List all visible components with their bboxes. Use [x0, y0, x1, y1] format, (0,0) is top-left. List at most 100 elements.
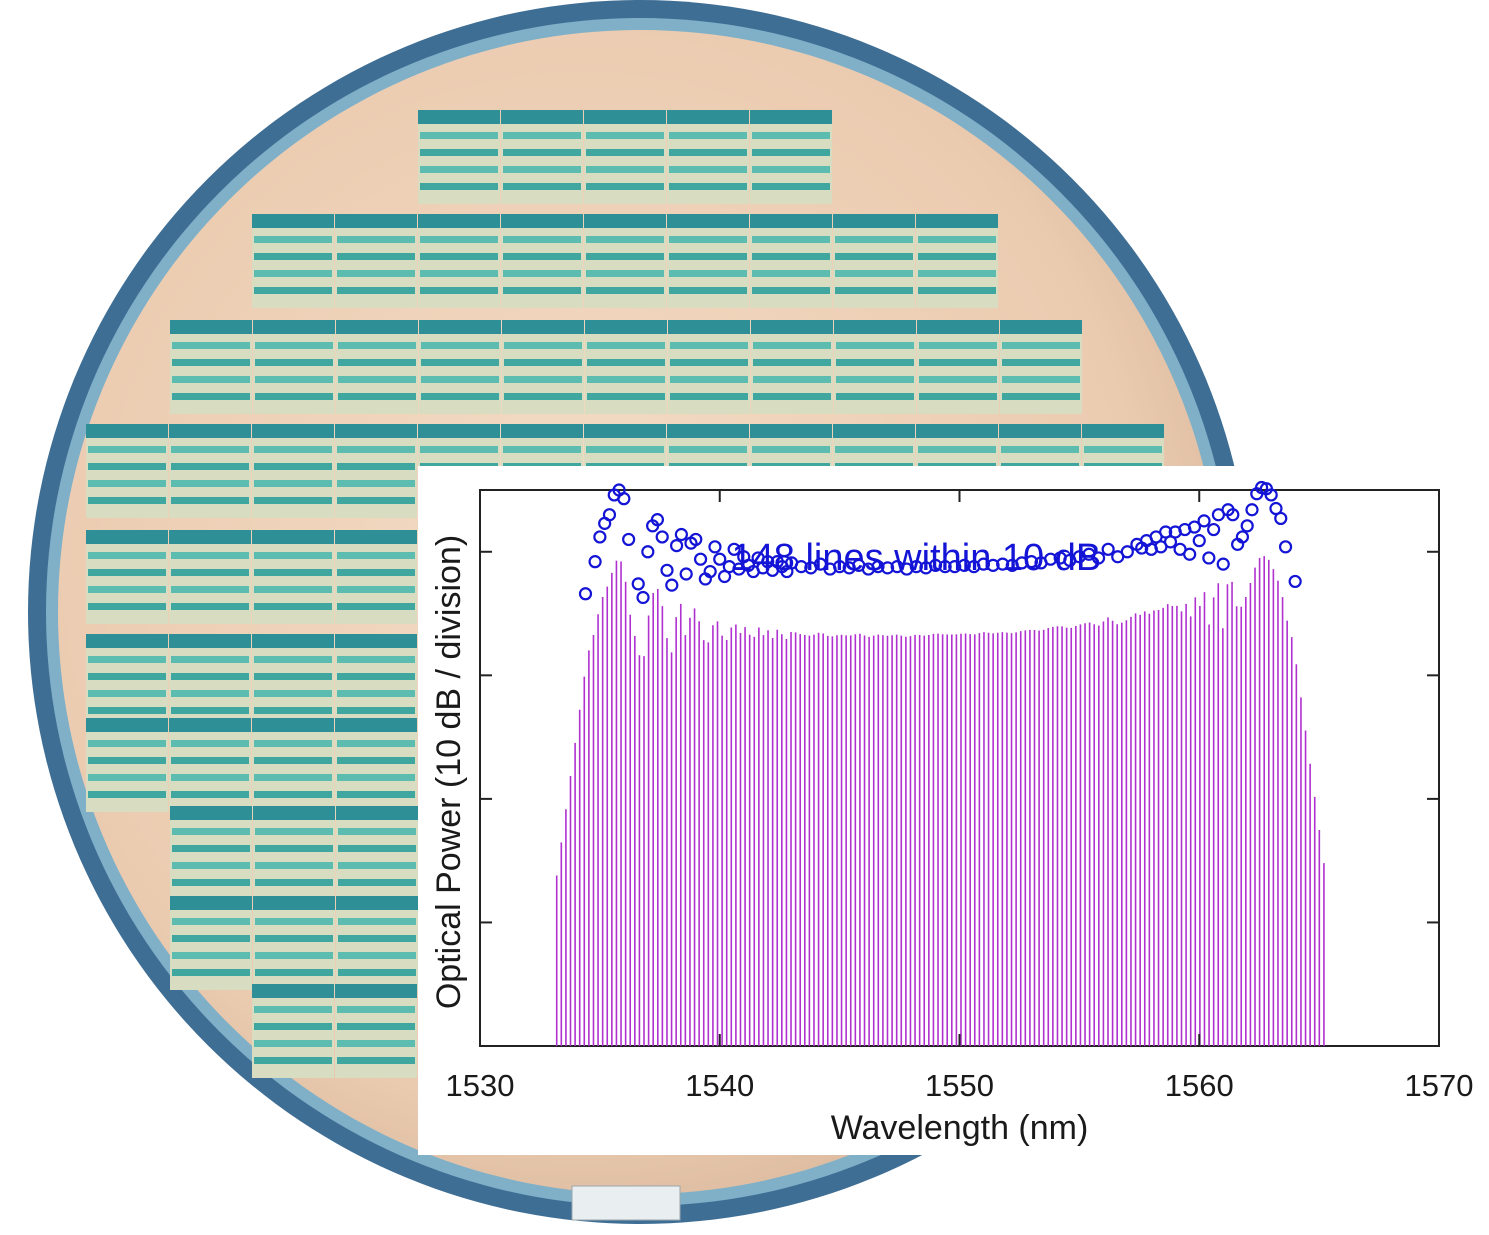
wafer-die: [751, 320, 833, 414]
peak-marker: [1015, 556, 1029, 570]
wafer-die: [252, 424, 334, 518]
peak-marker: [880, 561, 895, 575]
peak-marker: [1197, 514, 1211, 528]
peak-marker: [1183, 547, 1197, 561]
wafer-die: [585, 320, 667, 414]
peak-marker: [976, 557, 991, 571]
wafer-die: [170, 806, 252, 900]
wafer-die: [335, 214, 417, 308]
peak-marker: [1245, 503, 1259, 517]
peak-marker: [928, 558, 943, 572]
peak-marker: [622, 532, 636, 547]
peak-marker: [1235, 530, 1250, 544]
wafer-die: [917, 320, 999, 414]
x-tick-label: 1530: [446, 1068, 515, 1103]
wafer-die: [169, 530, 251, 624]
peak-marker: [957, 558, 971, 572]
peak-marker: [713, 552, 727, 566]
wafer-die: [916, 214, 998, 308]
wafer-die: [833, 214, 915, 308]
peak-marker: [1278, 540, 1293, 554]
peak-marker: [641, 545, 655, 559]
peak-marker: [1288, 574, 1302, 589]
peak-marker: [660, 563, 674, 577]
peak-marker: [833, 560, 847, 574]
wafer-die: [335, 634, 417, 728]
wafer-die: [418, 214, 500, 308]
wafer-die: [170, 896, 252, 990]
wafer-die: [335, 424, 417, 518]
peak-marker: [602, 508, 617, 522]
wafer-die: [834, 320, 916, 414]
chart-annotation: 148 lines within 10 dB: [732, 537, 1102, 579]
wafer-die: [253, 896, 335, 990]
chart-panel: 1530 1540 1550 1560 1570 148 lines within 10…: [418, 466, 1489, 1155]
peak-marker: [727, 542, 741, 556]
peak-marker: [1240, 519, 1254, 533]
x-tick-label: 1550: [925, 1068, 994, 1103]
peak-marker: [794, 560, 808, 574]
peak-marker: [708, 540, 722, 554]
peak-marker: [986, 558, 1000, 572]
wafer-die: [253, 806, 335, 900]
peak-marker: [909, 560, 923, 574]
comb-lines-series: [555, 556, 1325, 1046]
peak-marker: [1226, 508, 1240, 522]
peak-marker: [1264, 488, 1278, 502]
peak-marker: [617, 492, 631, 506]
wafer-die: [584, 214, 666, 308]
peak-marker: [650, 513, 665, 527]
peak-marker: [636, 590, 650, 605]
y-axis-title: Optical Power (10 dB / division): [430, 535, 468, 1009]
peak-marker: [1187, 520, 1202, 534]
peak-marker: [1044, 552, 1058, 566]
x-tick-label: 1560: [1165, 1068, 1234, 1103]
peak-marker: [689, 532, 703, 547]
wafer-die: [169, 634, 251, 728]
peak-marker: [578, 587, 593, 601]
wafer-die: [419, 320, 501, 414]
wafer-die: [252, 718, 334, 812]
wafer-die: [418, 110, 500, 204]
wafer-die: [750, 214, 832, 308]
peak-marker: [631, 577, 645, 591]
wafer-die: [252, 530, 334, 624]
wafer-die: [501, 214, 583, 308]
wafer-die: [336, 806, 418, 900]
spectrum-chart: 1530 1540 1550 1560 1570 148 lines within 10…: [430, 480, 1474, 1147]
wafer-notch: [571, 1185, 681, 1221]
peak-marker: [674, 527, 688, 542]
wafer-die: [86, 718, 168, 812]
peak-marker: [938, 560, 952, 574]
peak-marker: [1207, 522, 1221, 537]
wafer-die: [336, 896, 418, 990]
wafer-die: [336, 320, 418, 414]
wafer-die: [169, 424, 251, 518]
x-tick-label: 1570: [1405, 1068, 1474, 1103]
peak-marker: [693, 552, 708, 566]
peak-marker: [1274, 511, 1288, 526]
peak-marker: [593, 530, 607, 544]
peak-marker: [679, 567, 693, 581]
wafer-die: [253, 320, 335, 414]
wafer-die: [750, 110, 832, 204]
wafer-die: [584, 110, 666, 204]
wafer-die: [86, 634, 168, 728]
peak-marker: [669, 538, 684, 553]
wafer-die: [501, 110, 583, 204]
wafer-die: [252, 634, 334, 728]
peak-marker: [996, 557, 1010, 571]
peak-marker: [1216, 557, 1230, 571]
wafer-die: [86, 530, 168, 624]
wafer-die: [502, 320, 584, 414]
peak-marker: [1120, 545, 1134, 559]
peak-markers-series: [578, 480, 1302, 605]
wafer-die: [252, 214, 334, 308]
peak-marker: [703, 564, 717, 579]
peak-marker: [1091, 551, 1106, 565]
peak-marker: [665, 578, 679, 592]
wafer-die: [86, 424, 168, 518]
x-tick-label: 1540: [685, 1068, 754, 1103]
wafer-die: [335, 530, 417, 624]
x-tick-labels: 1530 1540 1550 1560 1570: [446, 1068, 1474, 1103]
